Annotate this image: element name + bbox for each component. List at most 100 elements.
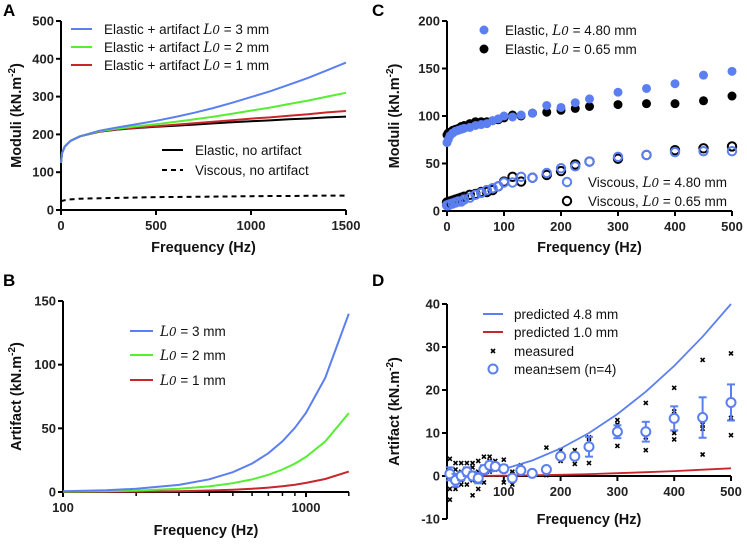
y-tick-label: 100 <box>34 357 56 372</box>
measured-point <box>469 492 476 498</box>
x-tick-label: 100 <box>493 484 515 499</box>
data-point <box>528 108 537 118</box>
legend-label: measured <box>514 344 574 359</box>
data-point <box>470 189 481 201</box>
y-tick-label: 50 <box>42 421 56 436</box>
data-point <box>542 101 552 111</box>
measured-point <box>475 458 481 464</box>
y-tick-label: 0 <box>433 204 440 219</box>
legend-text: Elastic, <box>505 42 552 57</box>
legend-label: Elastic + artifact L0 = 1 mm <box>104 58 269 74</box>
x-tick-label: 200 <box>550 484 572 499</box>
data-point <box>464 192 475 203</box>
legend-symbol: L <box>551 23 561 39</box>
measured-point <box>501 457 507 463</box>
legend-text: = 2 mm <box>177 348 226 363</box>
measured-point <box>572 461 578 467</box>
panel-letter: C <box>372 1 384 20</box>
y-tick-label: 150 <box>34 294 56 309</box>
legend-label: predicted 1.0 mm <box>514 325 618 340</box>
legend-text: Elastic + artifact <box>104 22 203 37</box>
y-tick-label: 150 <box>418 61 440 76</box>
legend-subscript: 0 <box>169 374 177 388</box>
y-tick-label: 20 <box>426 383 440 398</box>
data-point <box>570 161 581 172</box>
y-tick-label: 500 <box>32 14 54 29</box>
y-axis-label-end: ) <box>387 357 403 362</box>
data-point <box>699 96 708 106</box>
y-axis-label-sup: -2 <box>7 347 18 356</box>
mean-point <box>583 441 595 453</box>
legend-text: = 2 mm <box>220 40 269 55</box>
y-axis-label-text: Moduli (kN.m <box>387 77 403 168</box>
data-point <box>612 151 624 163</box>
y-tick-label: 200 <box>32 127 54 142</box>
data-point <box>670 99 680 109</box>
panel-a: A 0 100 200 300 400 500 0 500 1000 1500 Frequency (… <box>3 1 360 256</box>
x-tick-label: 300 <box>607 219 629 234</box>
x-tick-label: 1500 <box>332 218 361 233</box>
data-point <box>585 102 594 111</box>
mean-point <box>611 426 623 438</box>
data-point <box>556 102 566 112</box>
measured-point <box>469 460 476 466</box>
x-tick-label: 1000 <box>237 218 266 233</box>
legend-text: = 4.80 mm <box>569 23 637 38</box>
y-axis-label: Artifact (kN.m-2) <box>385 357 403 466</box>
legend-label: mean±sem (n=4) <box>514 362 616 377</box>
mean-point <box>640 426 652 438</box>
legend-symbol: L <box>159 324 169 340</box>
legend-text: = 1 mm <box>220 58 269 73</box>
measured-point <box>614 417 620 423</box>
series-line-0 <box>62 313 350 493</box>
measured-point <box>643 400 649 406</box>
legend-text: Elastic, <box>505 23 552 38</box>
panel-letter: A <box>3 1 15 20</box>
legend-subscript: 0 <box>212 41 220 55</box>
legend-label: Viscous, no artifact <box>195 163 309 178</box>
legend-text: Viscous, no artifact <box>195 163 309 178</box>
measured-point <box>458 460 464 466</box>
measured-point <box>487 454 493 460</box>
x-tick-label: 0 <box>57 218 64 233</box>
legend-marker <box>561 195 573 207</box>
mean-point <box>472 472 484 484</box>
mean-point <box>498 463 510 475</box>
legend-text: Viscous, <box>588 194 643 209</box>
data-point <box>515 171 527 183</box>
y-tick-label: 40 <box>426 297 440 312</box>
data-point <box>669 146 681 158</box>
legend-symbol: L <box>202 22 212 38</box>
measured-point <box>475 486 481 492</box>
data-point <box>555 163 567 174</box>
x-tick-label: 500 <box>720 484 742 499</box>
y-tick-label: 10 <box>426 426 440 441</box>
y-axis-label-text: Artifact (kN.m <box>9 356 25 451</box>
legend-subscript: 0 <box>561 43 569 57</box>
legend-label: predicted 4.8 mm <box>514 307 618 322</box>
x-tick-label: 100 <box>493 219 515 234</box>
legend-symbol: L <box>159 373 169 389</box>
legend-text: = 1 mm <box>177 373 226 388</box>
data-point <box>698 145 709 157</box>
series-line-1 <box>62 412 350 493</box>
data-point <box>727 91 737 101</box>
data-point <box>527 172 538 183</box>
legend-marker-cross <box>490 348 496 354</box>
y-axis-label: Moduli (kN.m-2) <box>7 63 25 168</box>
y-tick-label: 200 <box>418 14 440 29</box>
y-tick-label: 300 <box>32 89 54 104</box>
legend-marker <box>561 176 573 188</box>
y-axis-label-sup: -2 <box>385 68 396 77</box>
y-axis-label-sup: -2 <box>385 362 396 371</box>
legend-text: = 0.65 mm <box>659 194 727 209</box>
legend-symbol: L <box>642 175 652 191</box>
legend-subscript: 0 <box>169 325 177 339</box>
legend-label: Elastic, no artifact <box>195 143 302 158</box>
legend-label: Elastic + artifact L0 = 3 mm <box>104 22 269 38</box>
panel-letter: D <box>372 271 384 290</box>
data-point <box>499 111 509 121</box>
measured-point <box>464 460 470 466</box>
data-point <box>613 100 623 110</box>
measured-point <box>728 432 734 438</box>
